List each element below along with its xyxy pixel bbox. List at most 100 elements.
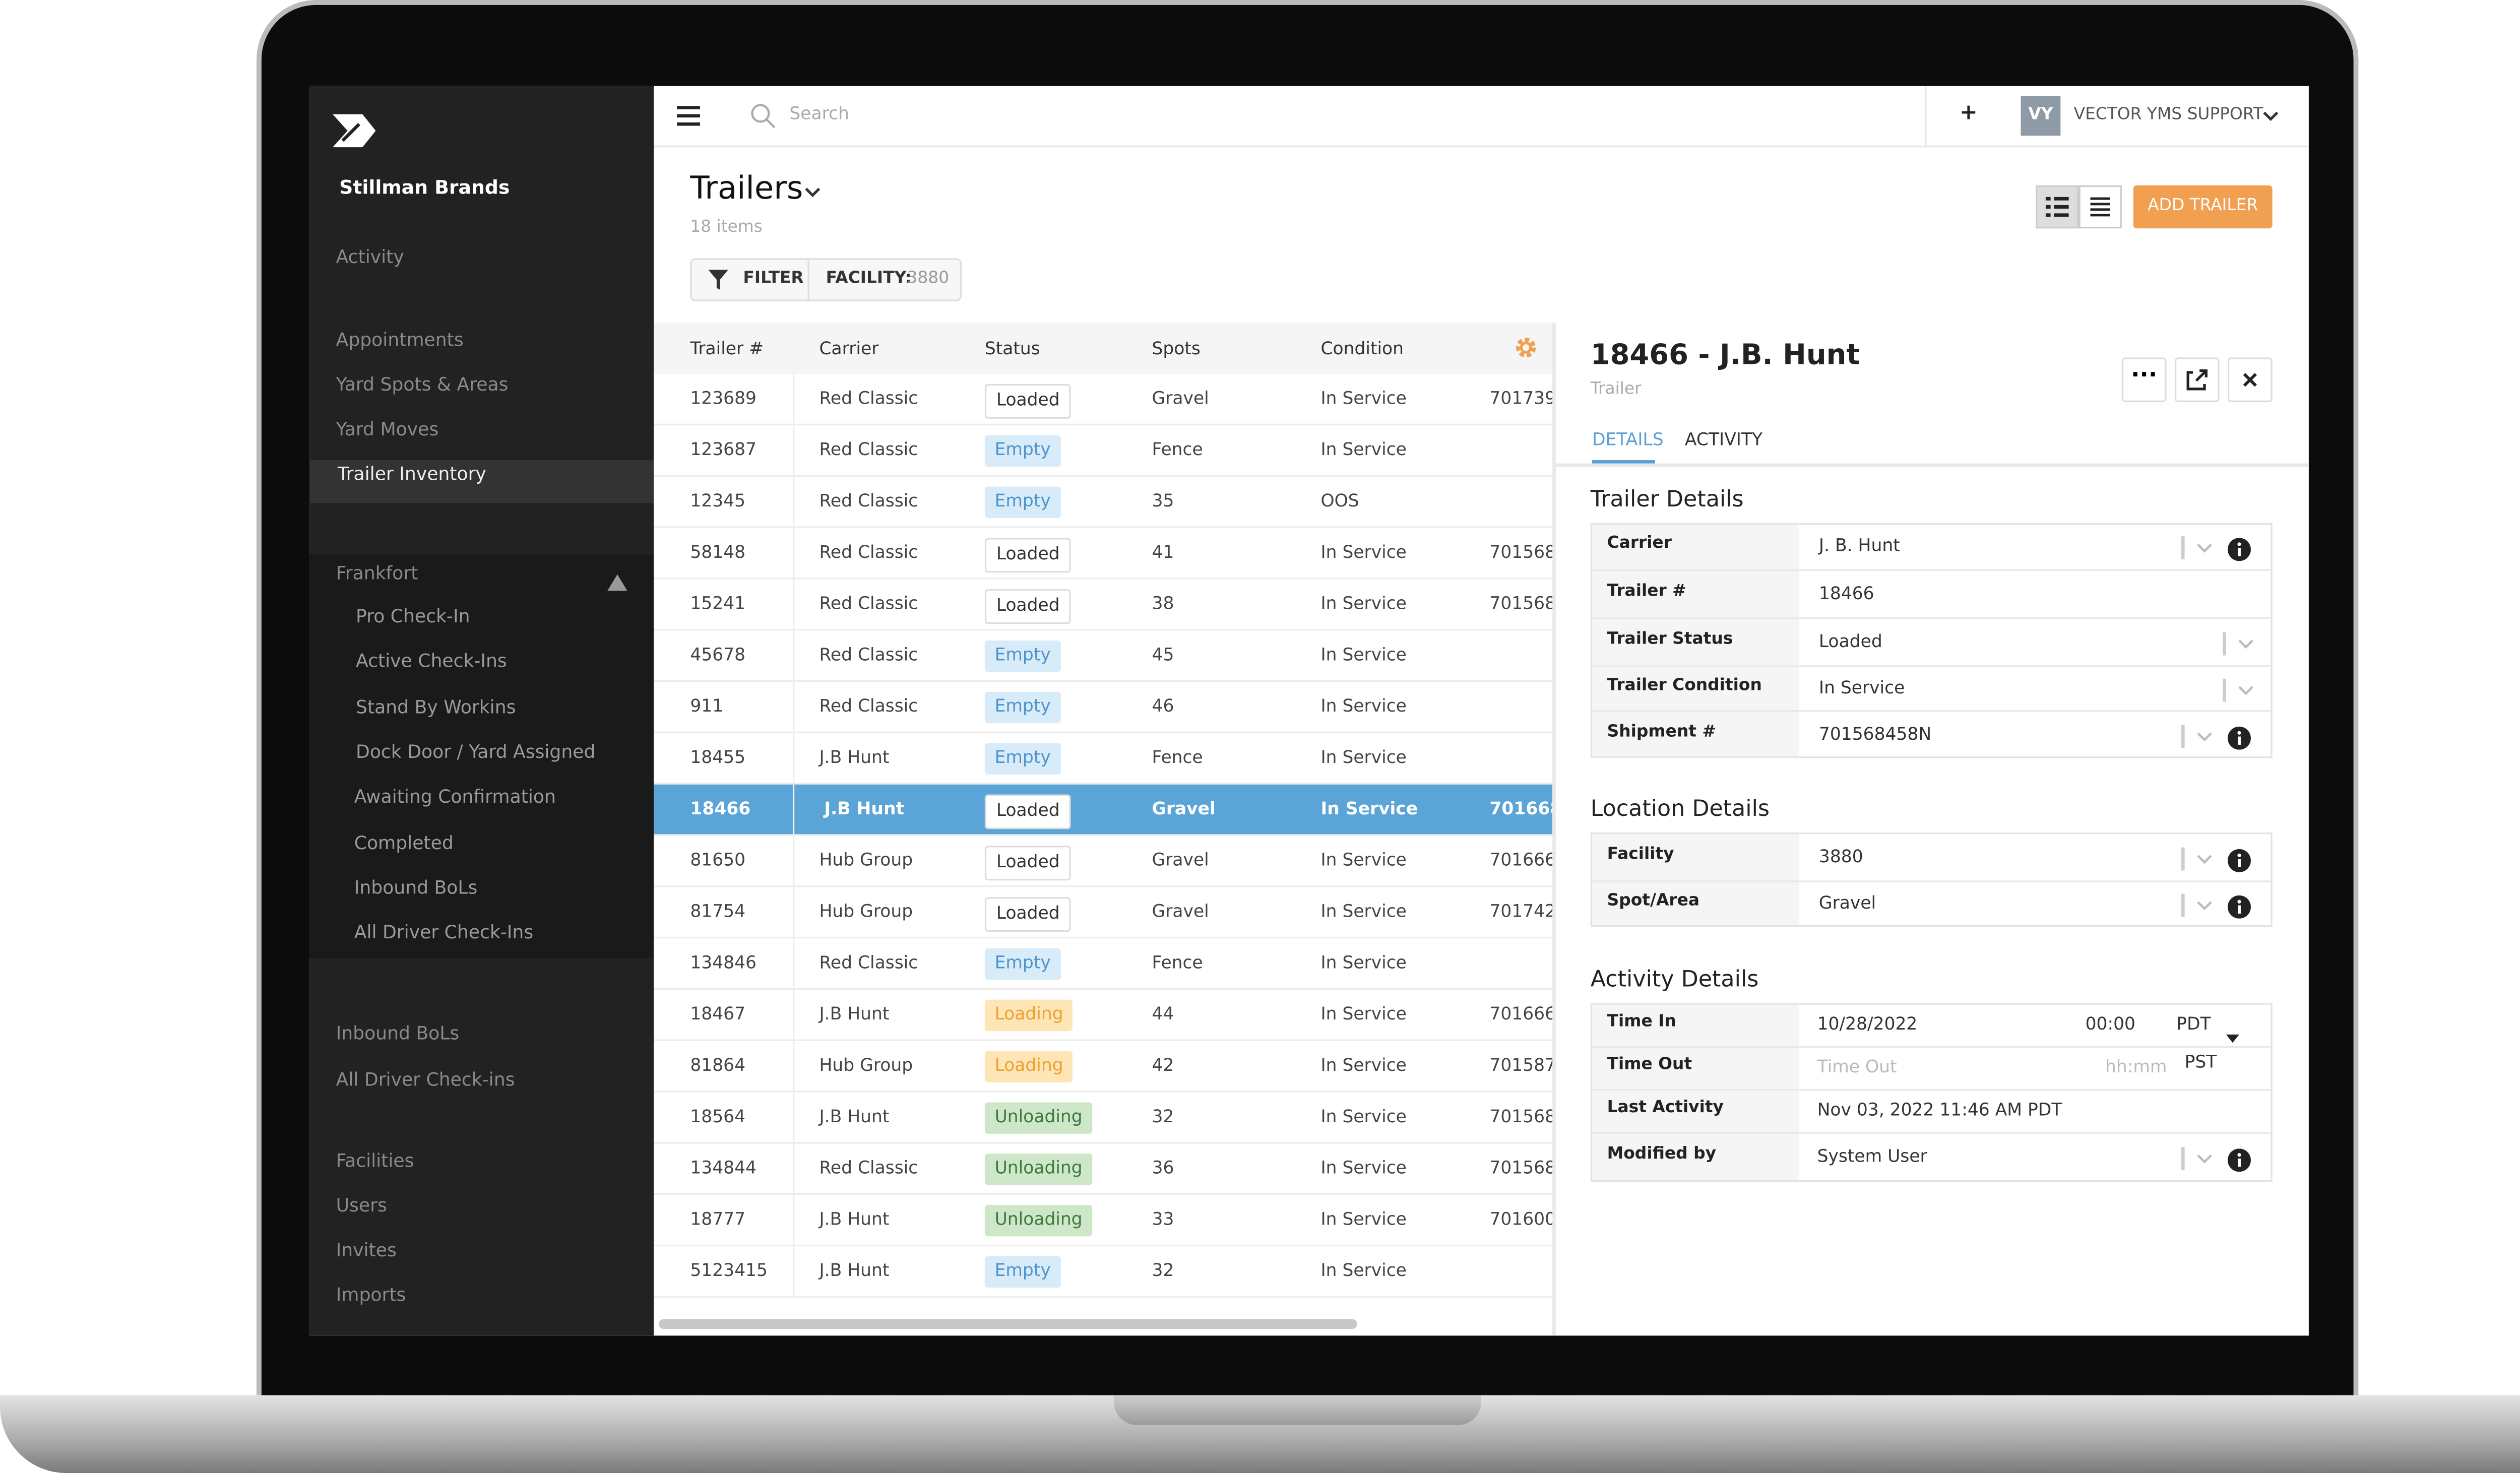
field-value[interactable]: Gravel [1818,893,1876,914]
nav-subitem[interactable]: Dock Door / Yard Assigned [356,741,596,763]
table-cell: 5123415 [690,1261,768,1282]
nav-item[interactable]: All Driver Check-ins [336,1069,515,1091]
list-view-button[interactable] [2078,185,2122,229]
nav-item[interactable]: Trailer Inventory [337,463,486,485]
table-row[interactable] [654,1195,1553,1247]
page-title[interactable]: Trailers [690,170,803,207]
table-row[interactable] [654,887,1553,939]
table-row-selected[interactable] [654,784,1553,836]
table-row[interactable] [654,476,1553,528]
table-cell: In Service [1320,1056,1407,1076]
add-icon[interactable]: + [1960,101,1978,126]
shipment-cell: 701739 [1489,389,1553,409]
field-value[interactable]: J. B. Hunt [1818,536,1900,556]
table-row[interactable] [654,682,1553,733]
nav-subitem[interactable]: Awaiting Confirmation [354,786,556,808]
close-button[interactable] [2227,357,2273,403]
nav-item[interactable]: Yard Moves [336,418,439,440]
table-row[interactable] [654,630,1553,682]
table-row[interactable] [654,425,1553,477]
nav-item[interactable]: Invites [336,1239,397,1261]
nav-item[interactable]: Imports [336,1284,406,1306]
facility-value[interactable]: 3880 [907,270,950,288]
more-button[interactable]: ··· [2121,357,2167,403]
field-value[interactable]: 701568458N [1818,724,1932,744]
nav-subitem[interactable]: All Driver Check-Ins [354,922,534,944]
avatar[interactable]: VY [2021,96,2061,136]
column-header[interactable]: Spots [1152,339,1201,359]
table-cell: Red Classic [819,440,918,461]
label-column [1592,1004,1799,1180]
sidebar: Stillman Brands Activity Appointments Yard… [309,86,654,1336]
field-value[interactable]: In Service [1818,677,1905,698]
row-divider [792,528,795,580]
table-row[interactable] [654,1092,1553,1144]
table-cell: 18455 [690,748,746,768]
row-divider [792,374,795,426]
filter-button[interactable]: FILTER [743,270,804,288]
timezone[interactable]: PST [2184,1052,2217,1073]
nav-item[interactable]: Inbound BoLs [336,1022,460,1045]
field-value[interactable]: 10/28/2022 [1817,1014,1918,1035]
nav-subitem[interactable]: Active Check-Ins [356,651,507,673]
table-row[interactable] [654,733,1553,785]
table-cell: In Service [1320,851,1407,871]
table-row[interactable] [654,836,1553,887]
timezone[interactable]: PDT [2176,1014,2211,1035]
nav-subitem[interactable]: Pro Check-In [356,606,470,627]
table-row[interactable] [654,938,1553,990]
table-row[interactable] [654,1143,1553,1195]
settings-icon[interactable] [1515,336,1538,359]
table-row[interactable] [654,1246,1553,1298]
table-row[interactable] [654,579,1553,631]
search-input[interactable]: Search [789,104,849,124]
nav-item[interactable]: Activity [336,246,404,269]
card-view-button[interactable] [2036,185,2079,229]
field-value[interactable]: Nov 03, 2022 11:46 AM PDT [1817,1101,2062,1121]
table-row[interactable] [654,990,1553,1041]
chevron [2263,111,2279,121]
table-cell: Gravel [1152,902,1209,922]
column-header[interactable]: Trailer # [690,339,764,359]
time-value[interactable]: 00:00 [2085,1014,2135,1035]
time-value[interactable]: hh:mm [2105,1057,2167,1078]
nav-item[interactable]: Users [336,1195,387,1216]
column-header[interactable]: Status [984,339,1040,359]
field-value[interactable]: Time Out [1817,1057,1897,1078]
field-value[interactable]: 3880 [1818,846,1863,867]
nav-group-title[interactable]: Frankfort [336,562,418,585]
field-value[interactable]: System User [1817,1147,1927,1167]
table-cell: Red Classic [819,953,918,974]
open-button[interactable] [2174,357,2220,403]
nav-item[interactable]: Yard Spots & Areas [336,374,509,396]
nav-subitem[interactable]: Inbound BoLs [354,877,478,899]
row-divider [1592,1089,2271,1091]
row-divider [792,887,795,939]
field-value[interactable]: Loaded [1818,631,1882,652]
nav-item[interactable]: Facilities [336,1150,414,1172]
row-divider [1592,1046,2271,1048]
add-trailer-button[interactable]: ADD TRAILER [2133,185,2273,229]
nav-subitem[interactable]: Stand By Workins [356,696,516,718]
table-row[interactable] [654,528,1553,580]
field-value[interactable]: 18466 [1818,583,1874,604]
scrollbar[interactable] [658,1319,1357,1329]
user-menu[interactable]: VECTOR YMS SUPPORT [2073,106,2263,124]
nav-subitem[interactable]: Completed [354,831,454,854]
row-divider [792,990,795,1041]
status-badge: Empty [984,948,1061,980]
status-badge: Empty [984,743,1061,775]
field-label: Facility [1607,845,1674,863]
table-row[interactable] [654,1041,1553,1093]
tab[interactable]: DETAILS [1592,430,1664,451]
table-cell: Fence [1152,440,1203,461]
column-header[interactable]: Carrier [819,339,879,359]
panel-divider [1552,323,1556,1336]
shipment-cell: 701568 [1489,543,1553,563]
column-header[interactable]: Condition [1320,339,1404,359]
nav-item[interactable]: Appointments [336,329,464,351]
table-row[interactable] [654,374,1553,426]
table-cell: J.B Hunt [819,1107,890,1127]
menu-icon[interactable] [677,106,701,126]
tab[interactable]: ACTIVITY [1684,430,1763,451]
